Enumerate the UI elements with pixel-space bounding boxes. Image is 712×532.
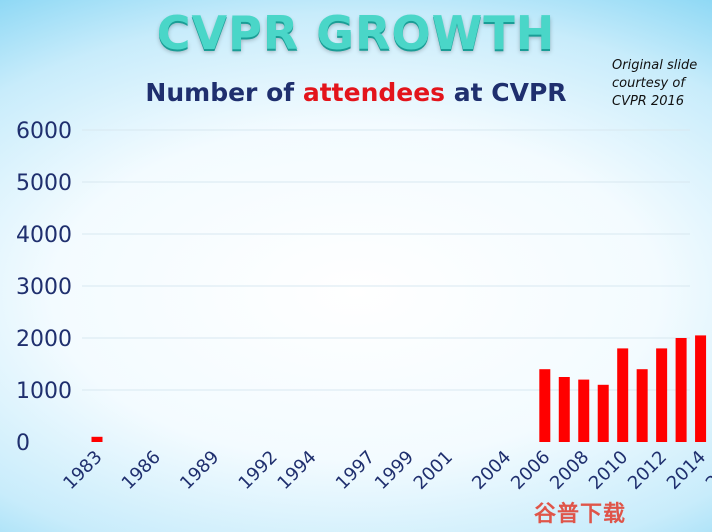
chart-title: CVPR GROWTH xyxy=(156,6,556,60)
x-tick-label: 2016 xyxy=(702,447,712,494)
y-tick-label: 5000 xyxy=(16,171,72,196)
x-tick-label: 2010 xyxy=(585,447,632,494)
y-tick-label: 1000 xyxy=(16,379,72,404)
credit-line-3: CVPR 2016 xyxy=(612,94,685,109)
x-tick-label: 1992 xyxy=(235,447,282,494)
y-tick-label: 6000 xyxy=(16,119,72,144)
credit-note: Original slide courtesy of CVPR 2016 xyxy=(612,57,712,111)
y-tick-label: 4000 xyxy=(16,223,72,248)
subtitle-prefix: Number of xyxy=(145,78,303,107)
x-tick-label: 2006 xyxy=(507,447,554,494)
bar-2009 xyxy=(597,384,609,442)
credit-line-1: Original slide xyxy=(612,58,698,73)
y-tick-label: 0 xyxy=(16,431,30,456)
y-tick-label: 3000 xyxy=(16,275,72,300)
x-tick-label: 1986 xyxy=(118,447,165,494)
x-tick-label: 1999 xyxy=(371,447,418,494)
bar-2007 xyxy=(558,377,570,442)
subtitle-highlight: attendees xyxy=(302,78,446,107)
x-tick-label: 2014 xyxy=(663,447,710,494)
x-tick-label: 1994 xyxy=(273,447,320,494)
credit-line-2: courtesy of xyxy=(612,76,685,91)
x-tick-label: 2012 xyxy=(624,447,671,494)
x-tick-label: 2001 xyxy=(410,447,457,494)
bar-2011 xyxy=(636,369,648,442)
x-tick-label: 2008 xyxy=(546,447,593,494)
y-tick-label: 2000 xyxy=(16,327,72,352)
x-tick-label: 1989 xyxy=(176,447,223,494)
bar-2014 xyxy=(695,335,707,442)
y-axis: 0 1000 2000 3000 4000 5000 6000 xyxy=(16,119,72,456)
bar-2008 xyxy=(578,379,590,442)
chart-bars xyxy=(91,335,707,442)
chart-subtitle: Number of attendees at CVPR xyxy=(0,78,712,107)
subtitle-suffix: at CVPR xyxy=(445,78,567,107)
bar-2012 xyxy=(656,348,668,442)
x-tick-label: 2004 xyxy=(468,447,515,494)
x-tick-label: 1997 xyxy=(332,447,379,494)
bar-2013 xyxy=(675,338,687,442)
bar-2010 xyxy=(617,348,629,442)
watermark: 谷普下载 xyxy=(534,502,627,527)
bar-1983 xyxy=(91,436,103,442)
chart-grid xyxy=(82,129,690,391)
x-tick-label: 1983 xyxy=(59,447,106,494)
bar-2006 xyxy=(539,369,551,442)
